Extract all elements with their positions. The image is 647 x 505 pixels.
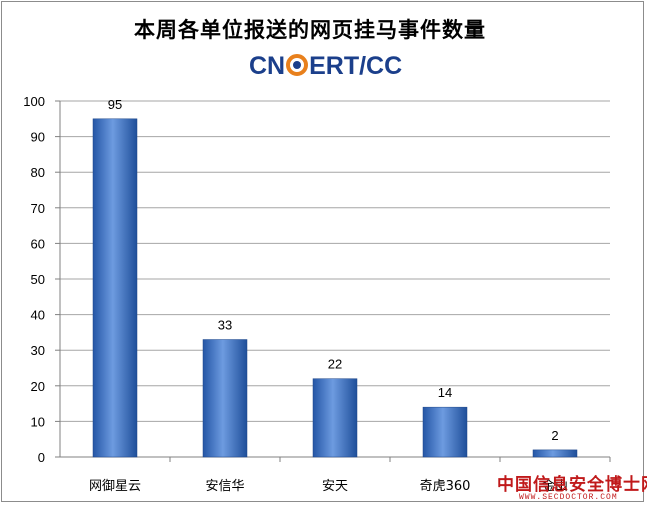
y-tick-label: 90 bbox=[31, 130, 45, 145]
x-tick-label: 网御星云 bbox=[89, 479, 141, 494]
logo-text-right: ERT/CC bbox=[309, 52, 403, 80]
x-tick-label: 奇虎360 bbox=[420, 478, 471, 494]
y-tick-label: 0 bbox=[38, 450, 45, 465]
y-tick-label: 70 bbox=[31, 201, 45, 216]
y-tick-label: 100 bbox=[23, 94, 45, 109]
y-tick-label: 80 bbox=[31, 165, 45, 180]
x-tick-label: 金山 bbox=[542, 478, 568, 494]
data-label: 33 bbox=[218, 318, 232, 333]
y-tick-label: 20 bbox=[31, 379, 45, 394]
data-label: 95 bbox=[108, 97, 122, 112]
logo-text-left: CN bbox=[249, 52, 286, 80]
bar-3 bbox=[312, 378, 358, 458]
y-tick-label: 50 bbox=[31, 272, 45, 287]
y-tick-label: 60 bbox=[31, 236, 45, 251]
data-label: 2 bbox=[551, 428, 558, 443]
watermark-url: WWW.SECDOCTOR.COM bbox=[519, 493, 618, 502]
y-tick-label: 30 bbox=[31, 343, 45, 358]
bar-2 bbox=[202, 339, 248, 458]
watermark-logo: 中国信息安全博士网 WWW.SECDOCTOR.COM bbox=[497, 470, 647, 502]
bar-1 bbox=[92, 118, 138, 458]
data-label: 14 bbox=[438, 385, 452, 400]
y-tick-label: 10 bbox=[31, 414, 45, 429]
x-tick-label: 安天 bbox=[322, 479, 348, 494]
logo-circle-icon bbox=[286, 54, 309, 76]
chart-title: 本周各单位报送的网页挂马事件数量 bbox=[134, 17, 486, 42]
cncert-logo: CN ERT/CC bbox=[249, 52, 402, 82]
bar-4 bbox=[422, 406, 468, 458]
x-tick-label: 安信华 bbox=[205, 479, 244, 494]
watermark-title: 中国信息安全博士网 bbox=[497, 475, 647, 495]
data-label: 22 bbox=[328, 357, 342, 372]
y-tick-label: 40 bbox=[31, 308, 45, 323]
bar-5 bbox=[532, 449, 578, 458]
